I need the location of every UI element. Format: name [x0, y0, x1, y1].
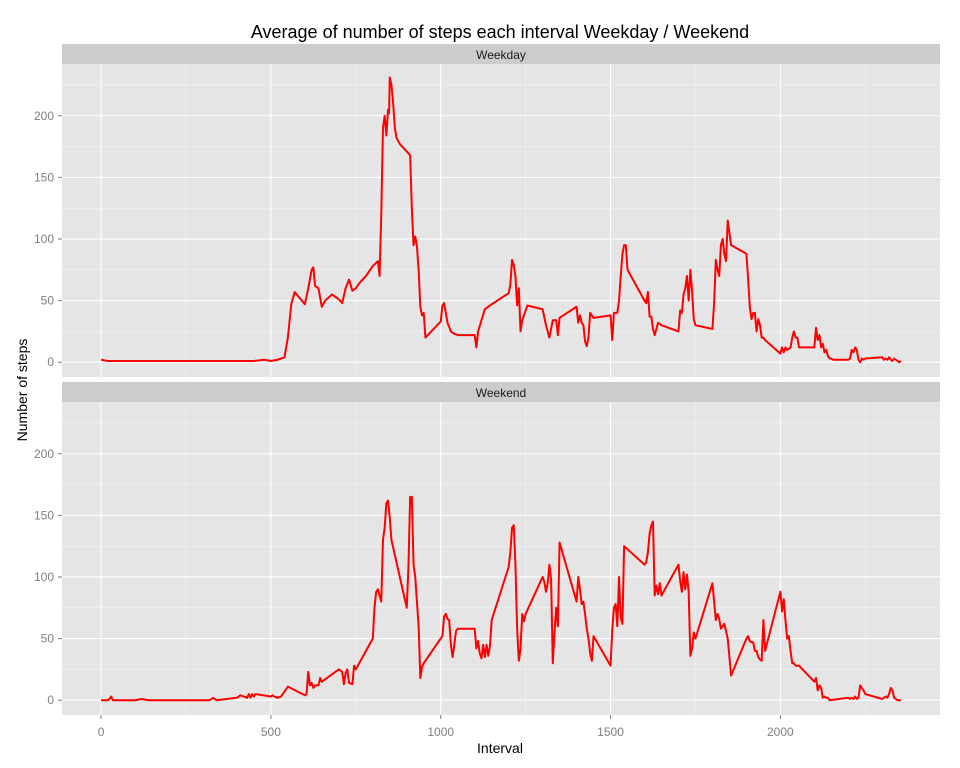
facet-strip-label: Weekday — [476, 48, 526, 62]
x-tick-label: 1000 — [427, 725, 454, 739]
y-tick-label: 150 — [34, 170, 54, 184]
x-tick-label: 1500 — [597, 725, 624, 739]
chart-title: Average of number of steps each interval… — [251, 22, 749, 42]
series-line-weekend — [101, 495, 901, 702]
y-tick-label: 50 — [41, 632, 55, 646]
y-axis-label: Number of steps — [14, 339, 30, 442]
panels: Weekday 0 50 100 150 200 Weekend 0 50 100 150 200 — [34, 44, 940, 715]
y-tick-label: 50 — [41, 294, 55, 308]
y-tick-label: 100 — [34, 570, 54, 584]
y-tick-label: 200 — [34, 447, 54, 461]
y-tick-label: 0 — [47, 355, 54, 369]
x-tick-label: 0 — [98, 725, 105, 739]
panel-weekend: Weekend 0 50 100 150 200 — [34, 382, 940, 715]
y-tick-label: 0 — [47, 693, 54, 707]
x-axis-label: Interval — [477, 740, 523, 756]
y-tick-label: 150 — [34, 508, 54, 522]
x-tick-label: 500 — [261, 725, 281, 739]
y-tick-label: 200 — [34, 109, 54, 123]
facet-strip-label: Weekend — [476, 386, 526, 400]
x-tick-label: 2000 — [767, 725, 794, 739]
series-line-weekday — [100, 76, 902, 364]
facet-strip — [62, 44, 940, 64]
panel-background — [62, 402, 940, 715]
panel-weekday: Weekday 0 50 100 150 200 — [34, 44, 940, 377]
facet-strip — [62, 382, 940, 402]
x-axis-ticks: 0 500 1000 1500 2000 — [98, 715, 794, 739]
panel-background — [62, 64, 940, 377]
y-tick-label: 100 — [34, 232, 54, 246]
